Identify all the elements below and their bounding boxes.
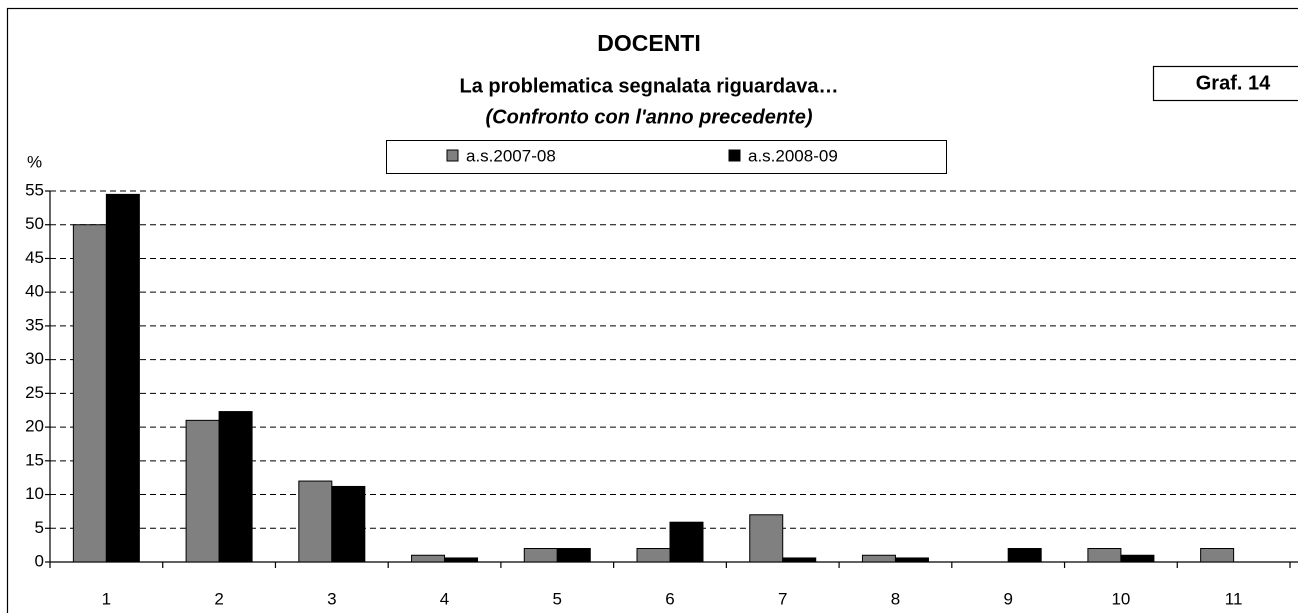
y-tick-label: 5 [35,518,44,537]
y-tick-label: 10 [25,484,44,503]
bar [1007,548,1042,563]
bar [669,521,704,563]
bar [72,224,107,563]
bar [556,548,591,563]
bar [218,411,253,563]
x-tick-label: 6 [665,589,674,608]
bar [636,548,671,563]
y-tick-label: 15 [25,450,44,469]
y-tick-label: 30 [25,349,44,368]
y-tick-label: 0 [35,551,44,570]
legend-label: a.s.2008-09 [748,146,838,165]
y-tick-label: 55 [25,180,44,199]
bar [782,557,817,563]
y-tick-label: 25 [25,383,44,402]
chart-note: (Confronto con l'anno precedente) [486,106,813,128]
bar [105,193,140,563]
x-tick-label: 10 [1111,589,1130,608]
legend [386,140,947,174]
bar [331,485,366,563]
bar [444,557,479,563]
y-tick-label: 35 [25,315,44,334]
y-tick-label: 40 [25,282,44,301]
bar [523,548,558,563]
y-tick-label: 50 [25,214,44,233]
x-tick-label: 7 [778,589,787,608]
x-tick-label: 3 [327,589,336,608]
x-tick-label: 8 [891,589,900,608]
chart-title: DOCENTI [597,30,701,56]
bar [411,554,446,563]
label-box [1152,65,1298,102]
x-tick-label: 9 [1003,589,1012,608]
x-tick-label: 5 [553,589,562,608]
legend-swatch [728,149,741,162]
chart-subtitle: La problematica segnalata riguardava… [459,75,838,97]
x-tick-label: 1 [102,589,111,608]
y-axis-label: % [27,152,42,171]
bar [861,554,896,563]
bar [185,419,220,563]
chart-label: Graf. 14 [1196,72,1271,94]
legend-label: a.s.2007-08 [466,146,556,165]
bar [1087,548,1122,563]
y-tick-label: 45 [25,248,44,267]
legend-swatch [446,149,459,162]
x-tick-label: 2 [214,589,223,608]
bar [298,480,333,563]
bar [1200,548,1235,563]
bar [749,514,784,563]
bar [1120,554,1155,563]
x-tick-label: 11 [1225,589,1243,608]
y-tick-label: 20 [25,417,44,436]
x-tick-label: 4 [440,589,449,608]
bar [894,557,929,563]
